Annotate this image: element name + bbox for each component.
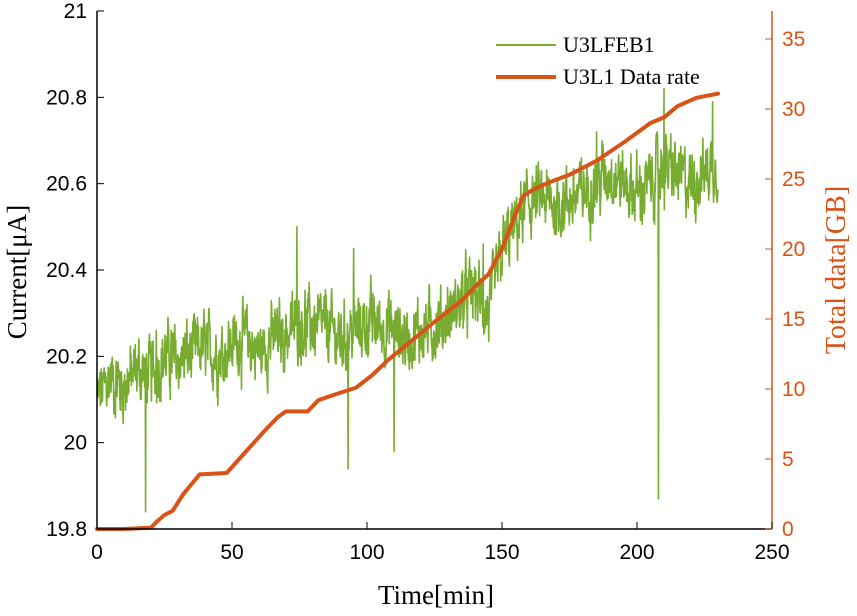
right-y-tick-label: 5 <box>782 448 794 471</box>
left-y-tick-label: 20.8 <box>46 86 87 109</box>
left-y-tick-label: 20.2 <box>46 345 87 368</box>
right-y-tick-label: 0 <box>782 518 794 541</box>
left-y-tick-label: 20.6 <box>46 173 87 196</box>
right-y-tick-label: 35 <box>782 28 805 51</box>
x-tick-label: 250 <box>754 541 789 564</box>
left-y-axis-label: Current[μA] <box>2 205 32 339</box>
left-y-tick-label: 20 <box>64 432 87 455</box>
right-y-axis-label: Total data[GB] <box>821 186 852 354</box>
legend-label-u3lfeb1: U3LFEB1 <box>563 32 655 57</box>
right-y-tick-label: 25 <box>782 168 805 191</box>
left-y-tick-label: 20.4 <box>46 259 87 282</box>
x-tick-label: 100 <box>349 541 384 564</box>
series-line-u3l1-data-rate <box>95 91 720 531</box>
x-axis-label: Time[min] <box>378 580 494 610</box>
left-y-tick-label: 21 <box>64 0 87 23</box>
right-y-tick-label: 10 <box>782 378 805 401</box>
x-tick-label: 150 <box>484 541 519 564</box>
x-tick-label: 0 <box>91 541 103 564</box>
x-tick-label: 200 <box>619 541 654 564</box>
series-line-u3lfeb1 <box>96 87 719 513</box>
left-y-tick-label: 19.8 <box>46 518 87 541</box>
x-tick-label: 50 <box>220 541 243 564</box>
right-y-tick-label: 20 <box>782 238 805 261</box>
right-y-tick-label: 15 <box>782 308 805 331</box>
right-y-tick-label: 30 <box>782 98 805 121</box>
plot-area <box>95 87 720 531</box>
legend: U3LFEB1 U3L1 Data rate <box>496 32 700 89</box>
legend-label-u3l1-data-rate: U3L1 Data rate <box>563 64 700 89</box>
